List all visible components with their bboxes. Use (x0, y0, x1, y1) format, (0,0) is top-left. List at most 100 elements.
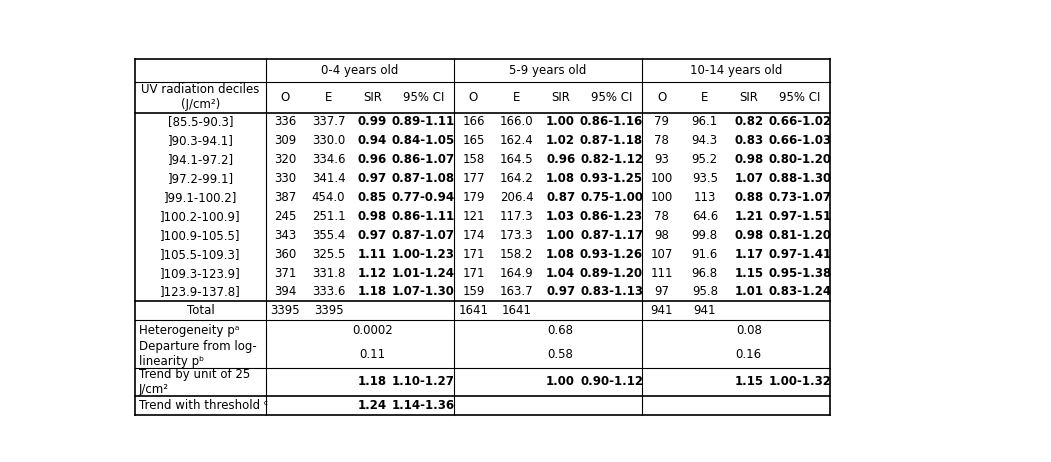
Text: 166.0: 166.0 (500, 116, 534, 128)
Text: 0.87-1.07: 0.87-1.07 (392, 229, 455, 242)
Text: 1.00-1.32: 1.00-1.32 (768, 376, 831, 389)
Text: 0.08: 0.08 (736, 324, 762, 337)
Text: 1.00-1.23: 1.00-1.23 (392, 248, 455, 261)
Text: UV radiation deciles
(J/cm²): UV radiation deciles (J/cm²) (142, 84, 260, 111)
Text: 387: 387 (274, 191, 296, 204)
Text: 95% CI: 95% CI (591, 91, 633, 104)
Text: 0.99: 0.99 (357, 116, 387, 128)
Text: ]99.1-100.2]: ]99.1-100.2] (164, 191, 238, 204)
Text: 64.6: 64.6 (692, 210, 718, 223)
Text: 941: 941 (651, 304, 673, 317)
Text: 1641: 1641 (458, 304, 489, 317)
Text: 1.10-1.27: 1.10-1.27 (392, 376, 455, 389)
Text: 93: 93 (654, 153, 669, 166)
Text: 164.2: 164.2 (500, 172, 534, 185)
Text: 0.84-1.05: 0.84-1.05 (392, 134, 455, 147)
Text: 117.3: 117.3 (500, 210, 534, 223)
Text: 100: 100 (651, 191, 673, 204)
Text: E: E (513, 91, 520, 104)
Text: 330: 330 (274, 172, 296, 185)
Text: 1.00: 1.00 (547, 116, 575, 128)
Text: ]100.2-100.9]: ]100.2-100.9] (161, 210, 241, 223)
Text: 166: 166 (462, 116, 485, 128)
Text: 0-4 years old: 0-4 years old (322, 64, 398, 77)
Text: 177: 177 (462, 172, 485, 185)
Text: 0.87-1.17: 0.87-1.17 (580, 229, 643, 242)
Text: 0.98: 0.98 (357, 210, 387, 223)
Text: 10-14 years old: 10-14 years old (689, 64, 782, 77)
Text: 1.04: 1.04 (547, 267, 575, 280)
Text: Trend by unit of 25
J/cm²: Trend by unit of 25 J/cm² (139, 368, 250, 396)
Text: E: E (325, 91, 332, 104)
Text: 165: 165 (462, 134, 485, 147)
Text: 0.85: 0.85 (357, 191, 387, 204)
Text: 0.88-1.30: 0.88-1.30 (768, 172, 831, 185)
Text: 1.12: 1.12 (358, 267, 387, 280)
Text: 1.15: 1.15 (735, 267, 763, 280)
Text: 158: 158 (462, 153, 485, 166)
Text: 1.14-1.36: 1.14-1.36 (392, 399, 455, 412)
Text: 1.03: 1.03 (547, 210, 575, 223)
Text: 1641: 1641 (501, 304, 532, 317)
Text: 0.11: 0.11 (359, 348, 386, 361)
Text: 0.82-1.12: 0.82-1.12 (580, 153, 643, 166)
Text: 91.6: 91.6 (692, 248, 718, 261)
Text: O: O (657, 91, 666, 104)
Text: 371: 371 (274, 267, 296, 280)
Text: 0.86-1.07: 0.86-1.07 (392, 153, 455, 166)
Text: 0.0002: 0.0002 (352, 324, 393, 337)
Text: 0.75-1.00: 0.75-1.00 (580, 191, 643, 204)
Text: ]109.3-123.9]: ]109.3-123.9] (160, 267, 241, 280)
Text: 107: 107 (651, 248, 673, 261)
Text: 0.83-1.24: 0.83-1.24 (768, 286, 831, 298)
Text: 0.16: 0.16 (736, 348, 762, 361)
Text: 1.08: 1.08 (547, 248, 575, 261)
Text: 163.7: 163.7 (500, 286, 534, 298)
Text: 1.01: 1.01 (735, 286, 763, 298)
Text: 96.1: 96.1 (692, 116, 718, 128)
Text: 79: 79 (654, 116, 669, 128)
Text: 1.11: 1.11 (358, 248, 387, 261)
Text: 1.18: 1.18 (358, 376, 387, 389)
Text: 93.5: 93.5 (692, 172, 718, 185)
Text: E: E (701, 91, 708, 104)
Text: 1.08: 1.08 (547, 172, 575, 185)
Text: 0.97: 0.97 (547, 286, 575, 298)
Text: SIR: SIR (739, 91, 758, 104)
Text: 0.80-1.20: 0.80-1.20 (768, 153, 831, 166)
Text: Trend with threshold ᶜ: Trend with threshold ᶜ (139, 399, 268, 412)
Text: 0.87-1.08: 0.87-1.08 (392, 172, 455, 185)
Text: SIR: SIR (551, 91, 570, 104)
Text: 0.89-1.20: 0.89-1.20 (580, 267, 643, 280)
Text: 78: 78 (654, 134, 669, 147)
Text: 0.66-1.02: 0.66-1.02 (768, 116, 831, 128)
Text: 251.1: 251.1 (312, 210, 346, 223)
Text: 0.86-1.23: 0.86-1.23 (580, 210, 643, 223)
Text: 0.95-1.38: 0.95-1.38 (768, 267, 831, 280)
Text: 171: 171 (462, 248, 485, 261)
Text: 320: 320 (274, 153, 296, 166)
Text: 0.98: 0.98 (735, 153, 763, 166)
Text: 331.8: 331.8 (312, 267, 345, 280)
Text: 98: 98 (654, 229, 669, 242)
Text: ]105.5-109.3]: ]105.5-109.3] (161, 248, 241, 261)
Text: 337.7: 337.7 (312, 116, 345, 128)
Text: 309: 309 (274, 134, 296, 147)
Text: ]97.2-99.1]: ]97.2-99.1] (167, 172, 233, 185)
Text: ]123.9-137.8]: ]123.9-137.8] (160, 286, 241, 298)
Text: 394: 394 (274, 286, 296, 298)
Text: 100: 100 (651, 172, 673, 185)
Text: 343: 343 (274, 229, 296, 242)
Text: O: O (281, 91, 290, 104)
Text: 0.86-1.11: 0.86-1.11 (392, 210, 455, 223)
Text: 325.5: 325.5 (312, 248, 345, 261)
Text: 0.94: 0.94 (357, 134, 387, 147)
Text: 164.5: 164.5 (500, 153, 534, 166)
Text: 0.83: 0.83 (735, 134, 763, 147)
Text: 95% CI: 95% CI (403, 91, 445, 104)
Text: 0.96: 0.96 (547, 153, 575, 166)
Text: 158.2: 158.2 (500, 248, 534, 261)
Text: 1.21: 1.21 (735, 210, 763, 223)
Text: 941: 941 (694, 304, 716, 317)
Text: 1.02: 1.02 (547, 134, 575, 147)
